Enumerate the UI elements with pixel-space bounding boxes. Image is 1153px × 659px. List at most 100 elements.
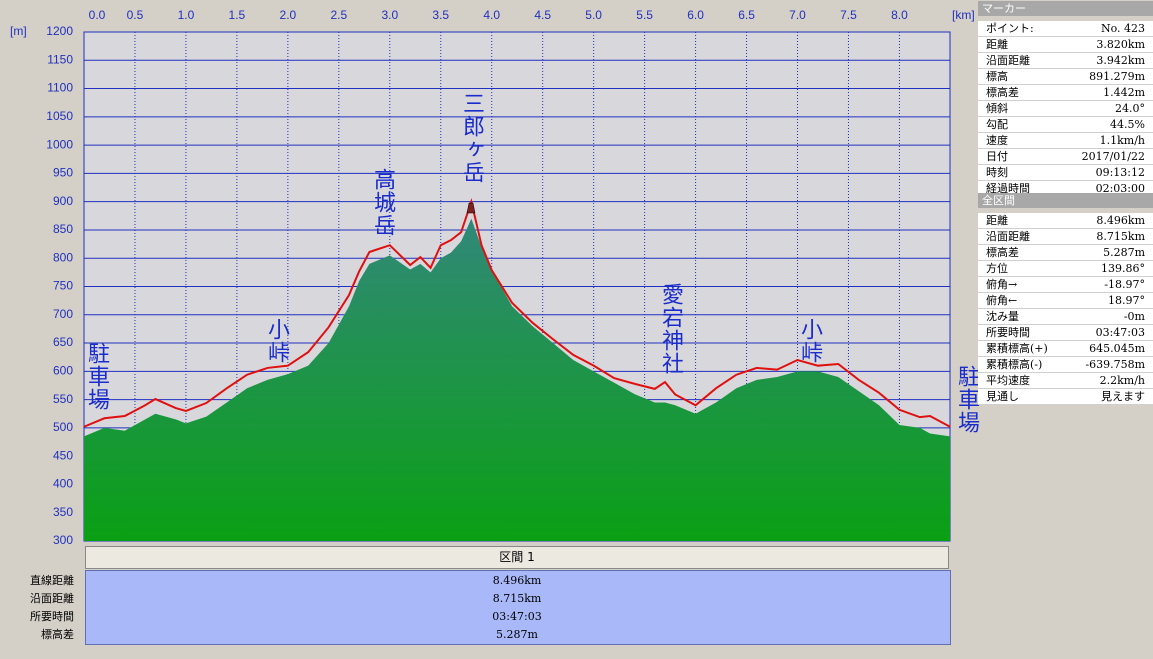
x-tick-label: 8.0 xyxy=(891,8,908,22)
y-tick-label: 850 xyxy=(53,222,73,236)
summary-label: 所要時間 xyxy=(30,610,74,623)
x-tick-label: 2.0 xyxy=(280,8,297,22)
panel-label: 俯角← xyxy=(986,294,1018,307)
panel-row: 日付 2017/01/22 xyxy=(978,149,1153,165)
panel-row: 方位 139.86° xyxy=(978,261,1153,277)
panel-row: 標高差 5.287m xyxy=(978,245,1153,261)
panel-row: 勾配 44.5% xyxy=(978,117,1153,133)
x-tick-label: 0.5 xyxy=(127,8,144,22)
y-tick-label: 1200 xyxy=(46,24,73,38)
summary-box xyxy=(85,570,951,645)
y-tick-label: 1050 xyxy=(46,109,73,123)
panel-label: 沿面距離 xyxy=(986,230,1030,243)
summary-value: 8.496km xyxy=(492,574,542,587)
panel-value: 見えます xyxy=(1101,390,1145,403)
summary-label: 標高差 xyxy=(41,628,74,641)
panel-value: 09:13:12 xyxy=(1095,166,1145,179)
panel-label: 見通し xyxy=(986,390,1019,403)
annotation: 駐車場 xyxy=(84,342,109,411)
panel-value: -0m xyxy=(1123,310,1145,323)
panel-value: -639.758m xyxy=(1085,358,1145,371)
x-tick-label: 5.0 xyxy=(585,8,602,22)
y-tick-label: 750 xyxy=(53,279,73,293)
annotation: 小峠 xyxy=(797,318,822,364)
panel-label: 日付 xyxy=(986,150,1008,163)
panel-row: 標高 891.279m xyxy=(978,69,1153,85)
x-tick-label: 6.0 xyxy=(687,8,704,22)
panel-label: 標高 xyxy=(986,70,1008,83)
panel-row: 俯角→ -18.97° xyxy=(978,277,1153,293)
panel-row: 時刻 09:13:12 xyxy=(978,165,1153,181)
panel-value: 1.442m xyxy=(1103,86,1145,99)
annotation: 小峠 xyxy=(264,318,289,364)
y-tick-label: 350 xyxy=(53,505,73,519)
panel-value: 03:47:03 xyxy=(1095,326,1145,339)
panel-value: 645.045m xyxy=(1089,342,1145,355)
panel-value: 3.820km xyxy=(1096,38,1145,51)
panel-label: 距離 xyxy=(986,38,1008,51)
panel-row: 標高差 1.442m xyxy=(978,85,1153,101)
y-tick-label: 800 xyxy=(53,250,73,264)
terrain-area xyxy=(84,218,950,541)
panel-value: 3.942km xyxy=(1096,54,1145,67)
panel-label: ポイント: xyxy=(986,22,1034,35)
y-tick-label: 1000 xyxy=(46,137,73,151)
panel-label: 俯角→ xyxy=(986,278,1018,291)
summary-header: 区間 1 xyxy=(85,546,949,569)
panel-label: 沈み量 xyxy=(986,310,1019,323)
panel-label: 時刻 xyxy=(986,166,1008,179)
y-tick-label: 1150 xyxy=(47,52,73,66)
y-tick-label: 950 xyxy=(53,166,73,180)
panel-row: 沿面距離 8.715km xyxy=(978,229,1153,245)
summary-value: 5.287m xyxy=(496,628,538,641)
x-tick-label: 4.0 xyxy=(483,8,500,22)
y-tick-label: 450 xyxy=(53,448,73,462)
panel-row: 距離 3.820km xyxy=(978,37,1153,53)
summary-label: 沿面距離 xyxy=(30,592,74,605)
annotation: 三郎ヶ岳 xyxy=(459,92,484,184)
marker-panel: ポイント: No. 423 距離 3.820km 沿面距離 3.942km 標高 891.27… xyxy=(978,21,1153,197)
total-header: 全区間 xyxy=(978,193,1153,208)
panel-label: 経過時間 xyxy=(986,182,1030,195)
panel-row: 速度 1.1km/h xyxy=(978,133,1153,149)
total-panel: 距離 8.496km 沿面距離 8.715km 標高差 5.287m 方位 139.86° 俯角… xyxy=(978,213,1153,405)
x-tick-label: 7.5 xyxy=(840,8,857,22)
panel-label: 累積標高(+) xyxy=(986,342,1048,355)
annotation: 高城岳 xyxy=(370,168,395,237)
panel-row: 沈み量 -0m xyxy=(978,309,1153,325)
panel-row: 累積標高(+) 645.045m xyxy=(978,341,1153,357)
marker-icon xyxy=(466,202,476,214)
x-tick-label: 1.0 xyxy=(178,8,195,22)
panel-value: 2017/01/22 xyxy=(1081,150,1145,163)
x-tick-label: 7.0 xyxy=(789,8,806,22)
marker-header: マーカー xyxy=(978,1,1153,16)
panel-row: 累積標高(-) -639.758m xyxy=(978,357,1153,373)
panel-value: 8.496km xyxy=(1096,214,1145,227)
panel-label: 平均速度 xyxy=(986,374,1030,387)
x-tick-label: 6.5 xyxy=(738,8,755,22)
panel-row: 平均速度 2.2km/h xyxy=(978,373,1153,389)
y-tick-label: 650 xyxy=(53,335,73,349)
y-tick-label: 900 xyxy=(53,194,73,208)
annotation: 愛宕神社 xyxy=(658,283,683,375)
panel-row: 距離 8.496km xyxy=(978,213,1153,229)
summary-label: 直線距離 xyxy=(30,574,74,587)
profile-line xyxy=(83,198,951,428)
panel-label: 沿面距離 xyxy=(986,54,1030,67)
x-tick-label: 4.5 xyxy=(534,8,551,22)
x-tick-label: 2.5 xyxy=(330,8,347,22)
panel-value: 24.0° xyxy=(1115,102,1145,115)
annotation: 駐車場 xyxy=(954,365,979,434)
panel-label: 方位 xyxy=(986,262,1008,275)
y-tick-label: 400 xyxy=(53,477,73,491)
panel-value: 18.97° xyxy=(1108,294,1145,307)
panel-row: 俯角← 18.97° xyxy=(978,293,1153,309)
panel-value: 1.1km/h xyxy=(1099,134,1145,147)
y-tick-label: 600 xyxy=(53,364,73,378)
panel-value: 44.5% xyxy=(1110,118,1145,131)
panel-row: ポイント: No. 423 xyxy=(978,21,1153,37)
panel-label: 累積標高(-) xyxy=(986,358,1043,371)
y-tick-label: 700 xyxy=(53,307,73,321)
y-tick-label: 550 xyxy=(53,392,73,406)
y-unit: [m] xyxy=(10,24,27,38)
